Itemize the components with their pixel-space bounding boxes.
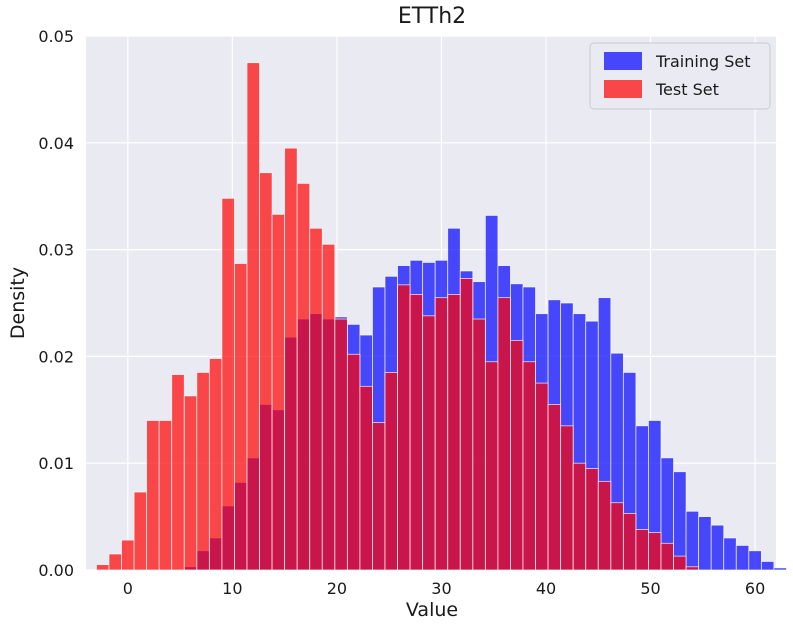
- bar-test: [246, 62, 260, 571]
- bar-test: [585, 468, 599, 571]
- legend-swatch-training: [604, 52, 642, 70]
- bar-test: [572, 462, 587, 571]
- bar-test: [359, 385, 373, 571]
- bar-test: [510, 339, 524, 571]
- x-tick-label: 20: [327, 579, 347, 598]
- bar-test: [635, 529, 649, 571]
- bar-test: [660, 542, 674, 571]
- legend-label-test: Test Set: [655, 80, 719, 99]
- bar-test: [271, 213, 286, 571]
- bar-training: [673, 471, 687, 571]
- bar-test: [146, 420, 160, 571]
- bar-test: [409, 294, 424, 571]
- bar-test: [648, 532, 662, 571]
- bar-test: [259, 172, 273, 571]
- bar-test: [158, 420, 173, 571]
- bar-test: [459, 278, 474, 571]
- bar-test: [422, 315, 436, 571]
- bar-test: [309, 227, 323, 571]
- bar-test: [234, 263, 248, 571]
- bar-test: [673, 555, 687, 571]
- bar-test: [183, 395, 198, 571]
- y-tick-label: 0.00: [38, 561, 74, 580]
- bar-test: [334, 318, 348, 571]
- histogram-bars: [96, 62, 787, 571]
- bar-test: [372, 422, 386, 571]
- legend-label-training: Training Set: [655, 52, 751, 71]
- bar-test: [597, 480, 612, 571]
- bar-training: [710, 524, 725, 571]
- bar-test: [221, 197, 235, 571]
- chart-title: ETTh2: [398, 4, 466, 29]
- x-axis-label: Value: [406, 599, 458, 621]
- bar-test: [346, 353, 361, 571]
- x-tick-label: 30: [431, 579, 451, 598]
- bar-test: [121, 539, 135, 571]
- bar-test: [108, 553, 122, 571]
- bar-test: [685, 566, 700, 571]
- bar-test: [547, 404, 562, 571]
- bar-test: [171, 374, 185, 571]
- y-tick-label: 0.03: [38, 241, 74, 260]
- bar-test: [484, 361, 499, 571]
- x-tick-label: 60: [745, 579, 765, 598]
- y-tick-label: 0.04: [38, 134, 74, 153]
- bar-test: [472, 318, 486, 571]
- bar-training: [685, 510, 700, 571]
- bar-training: [698, 516, 712, 571]
- bar-test: [208, 358, 223, 571]
- y-tick-label: 0.01: [38, 454, 74, 473]
- bar-test: [535, 382, 549, 571]
- y-tick-labels: 0.00 0.01 0.02 0.03 0.04 0.05: [38, 27, 74, 580]
- x-tick-label: 0: [123, 579, 133, 598]
- bar-training: [760, 561, 775, 571]
- bar-test: [384, 372, 398, 571]
- bar-test: [434, 297, 449, 571]
- legend-swatch-test: [604, 80, 642, 98]
- bar-training: [748, 550, 762, 571]
- bar-training: [773, 567, 787, 571]
- bar-test: [321, 243, 336, 571]
- bar-test: [284, 147, 298, 571]
- bar-test: [610, 502, 624, 571]
- bar-test: [497, 297, 511, 571]
- bar-test: [296, 182, 311, 571]
- bar-training: [723, 537, 737, 571]
- bar-test: [133, 491, 148, 571]
- x-tick-labels: 0 10 20 30 40 50 60: [123, 579, 766, 598]
- bar-test: [560, 425, 574, 571]
- y-axis-label: Density: [7, 267, 29, 339]
- legend: Training Set Test Set: [589, 42, 771, 110]
- x-tick-label: 10: [222, 579, 242, 598]
- y-tick-label: 0.05: [38, 27, 74, 46]
- bar-test: [522, 361, 536, 571]
- bar-test: [96, 564, 110, 571]
- x-tick-label: 50: [640, 579, 660, 598]
- bar-test: [622, 512, 637, 571]
- x-tick-label: 40: [536, 579, 556, 598]
- y-tick-label: 0.02: [38, 347, 74, 366]
- bar-test: [447, 294, 461, 571]
- bar-training: [735, 545, 750, 571]
- bar-test: [397, 284, 411, 571]
- bar-test: [196, 372, 210, 571]
